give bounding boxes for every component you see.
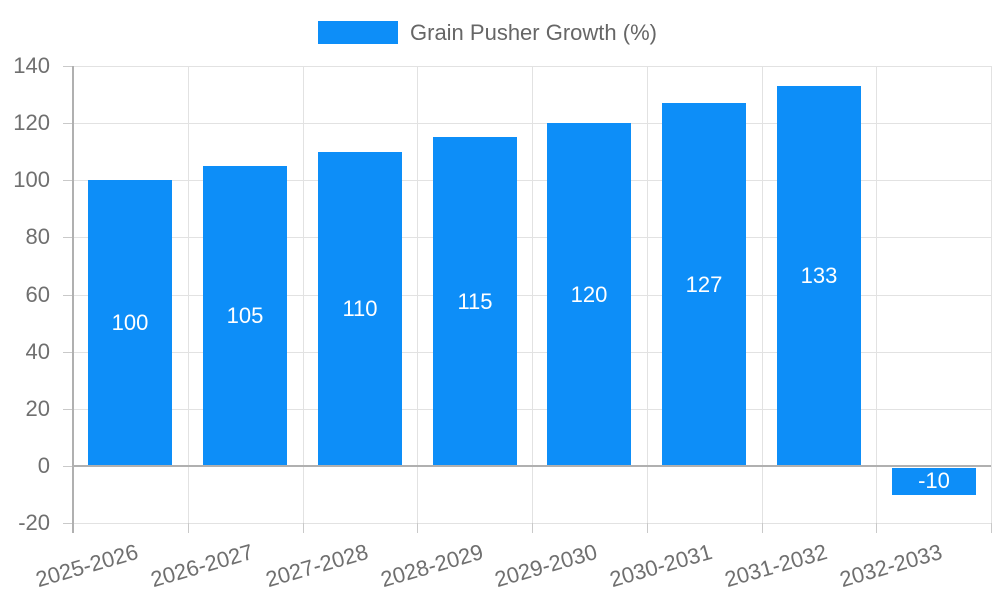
x-axis-tick xyxy=(876,523,877,533)
bar xyxy=(433,137,517,465)
bar-value-label: 115 xyxy=(457,289,493,314)
bar-value-label: 127 xyxy=(685,272,723,297)
y-axis-label: 20 xyxy=(25,396,50,421)
bar xyxy=(892,468,976,495)
y-axis-label: 80 xyxy=(25,224,50,249)
y-axis-label: 120 xyxy=(13,110,50,135)
y-axis-tick xyxy=(63,523,73,524)
x-axis-tick xyxy=(188,523,189,533)
bar xyxy=(777,86,861,466)
y-axis-tick xyxy=(63,123,73,124)
x-axis-tick xyxy=(991,523,992,533)
x-axis-tick xyxy=(417,523,418,533)
y-axis-label: -20 xyxy=(18,510,50,535)
y-axis-tick xyxy=(63,66,73,67)
zero-line xyxy=(73,465,991,467)
y-axis-line xyxy=(72,66,74,533)
bar-value-label: 120 xyxy=(570,282,608,307)
gridline-vertical xyxy=(647,66,648,523)
legend-label: Grain Pusher Growth (%) xyxy=(410,20,657,45)
gridline-vertical xyxy=(762,66,763,523)
bar xyxy=(318,152,402,466)
y-axis-tick xyxy=(63,466,73,467)
legend-swatch xyxy=(318,21,398,44)
x-axis-tick xyxy=(647,523,648,533)
chart-legend[interactable]: Grain Pusher Growth (%) xyxy=(318,21,657,44)
bar-value-label: -10 xyxy=(918,468,950,493)
y-axis-label: 100 xyxy=(13,167,50,192)
x-axis-tick xyxy=(532,523,533,533)
bar-value-label: 110 xyxy=(342,296,378,321)
x-axis-tick xyxy=(762,523,763,533)
bar xyxy=(203,166,287,466)
y-axis-label: 0 xyxy=(37,453,50,478)
y-axis-tick xyxy=(63,237,73,238)
bar xyxy=(662,103,746,466)
gridline-vertical xyxy=(188,66,189,523)
y-axis-tick xyxy=(63,180,73,181)
bar-value-label: 100 xyxy=(111,310,149,335)
y-axis-tick xyxy=(63,295,73,296)
bar xyxy=(88,180,172,466)
gridline-vertical xyxy=(303,66,304,523)
bar xyxy=(547,123,631,466)
bar-value-label: 133 xyxy=(800,263,838,288)
y-axis-label: 40 xyxy=(25,339,50,364)
gridline-vertical xyxy=(417,66,418,523)
y-axis-label: 140 xyxy=(13,53,50,78)
y-axis-tick xyxy=(63,409,73,410)
x-axis-tick xyxy=(303,523,304,533)
bar-value-label: 105 xyxy=(226,303,264,328)
y-axis-tick xyxy=(63,352,73,353)
y-axis-label: 60 xyxy=(25,282,50,307)
gridline-vertical xyxy=(991,66,992,523)
gridline-vertical xyxy=(532,66,533,523)
gridline-vertical xyxy=(876,66,877,523)
